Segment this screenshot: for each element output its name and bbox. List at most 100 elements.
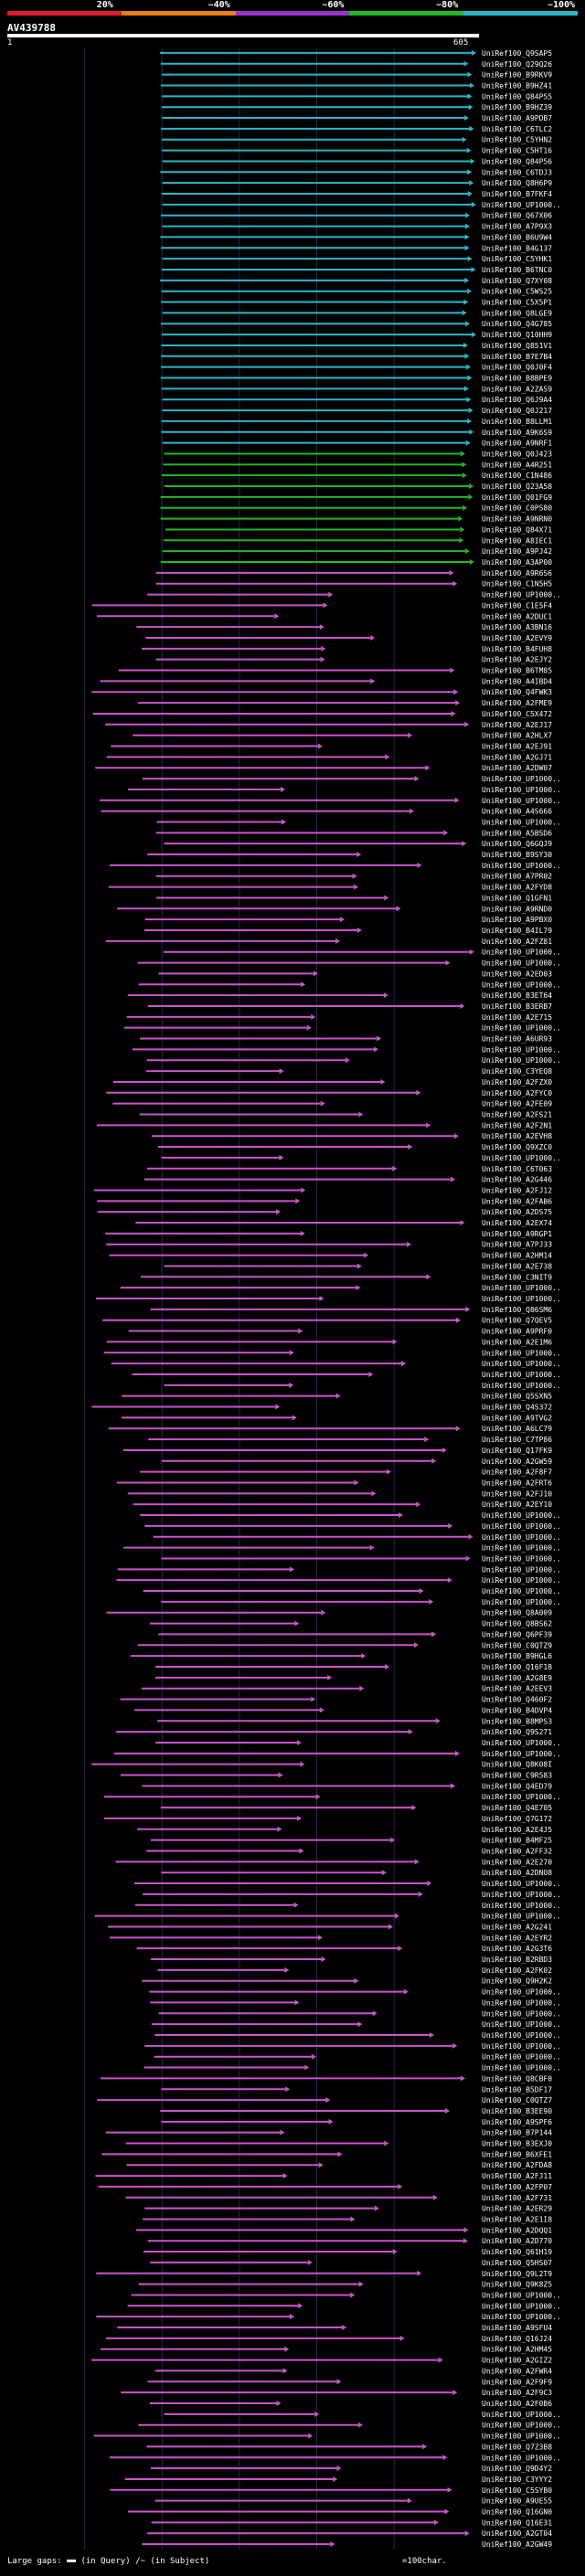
hit-label: UniRef100_Q9SAP5 [482,49,552,58]
hit-label: UniRef100_UP1000.. [482,591,561,599]
hit-label: UniRef100_UP1000.. [482,1382,561,1390]
hit-row: UniRef100_A2ZAS9 [161,385,552,393]
hit-row: UniRef100_A9PDB7 [162,114,552,122]
hit-end-arrow [443,830,449,836]
hit-row: UniRef100_UP1000.. [146,591,561,599]
hit-row: UniRef100_A2EX74 [135,1219,552,1227]
hit-end-arrow [301,981,306,988]
hit-row: UniRef100_UP1000.. [161,1554,561,1563]
hit-end-arrow [358,1111,364,1118]
hit-label: UniRef100_UP1000.. [482,949,561,957]
hit-end-arrow [299,1848,304,1854]
hit-row: UniRef100_UP1000.. [163,949,561,957]
hit-end-arrow [460,526,465,533]
hit-end-arrow [472,332,477,338]
hit-label: UniRef100_UP1000.. [482,2291,561,2299]
hit-label: UniRef100_A2F8F7 [482,1468,552,1477]
hit-row: UniRef100_UP1000.. [155,1739,561,1747]
hit-row: UniRef100_B7P144 [105,2129,552,2137]
hit-end-arrow [335,1393,341,1399]
hit-row: UniRef100_UP1000.. [161,1154,561,1162]
hit-label: UniRef100_A2DNO8 [482,1869,552,1877]
hit-label: UniRef100_A5BSD6 [482,829,552,837]
hit-label: UniRef100_C7TP86 [482,1436,552,1444]
hit-end-arrow [463,60,469,67]
hit-end-arrow [356,1285,361,1291]
hit-label: UniRef100_C6T063 [482,1165,552,1173]
hit-end-arrow [356,928,362,934]
hit-label: UniRef100_B4FUH8 [482,645,552,653]
hit-label: UniRef100_UP1000.. [482,1739,561,1747]
hit-row: UniRef100_Q16J24 [106,2335,552,2343]
hit-label: UniRef100_A2G446 [482,1176,552,1184]
hit-row: UniRef100_UP1000.. [99,797,561,805]
hit-end-arrow [289,1350,294,1356]
hit-label: UniRef100_B9HZ39 [482,103,552,111]
hit-row: UniRef100_C0QTZ9 [137,1641,552,1649]
hit-row: UniRef100_Q84P56 [162,157,552,165]
hit-label: UniRef100_A9R6S6 [482,569,552,578]
hit-row: UniRef100_UP1000.. [95,1295,561,1303]
hit-label: UniRef100_A9TVG2 [482,1414,552,1422]
hit-end-arrow [411,1805,417,1811]
hit-row: UniRef100_A2EJY2 [155,656,552,664]
hit-row: UniRef100_C5X5P1 [161,299,552,307]
hit-row: UniRef100_B5DF17 [161,2085,552,2094]
hit-row: UniRef100_Q84P55 [162,92,552,101]
hit-end-arrow [427,1881,432,1887]
hit-row: UniRef100_A2DUC1 [97,612,552,620]
legend-swatch [349,11,464,16]
hit-row: UniRef100_A2FWR4 [154,2367,552,2375]
hit-end-arrow [307,2259,313,2265]
hit-label: UniRef100_UP1000.. [482,1522,561,1531]
hit-label: UniRef100_Q9XZC0 [482,1143,552,1151]
hit-label: UniRef100_UP1000.. [482,1913,561,1921]
hit-end-arrow [398,2183,403,2189]
hit-end-arrow [463,342,468,348]
hit-end-arrow [414,1859,420,1865]
hit-label: UniRef100_UP1000.. [482,775,561,783]
hit-row: UniRef100_UP1000.. [116,1576,561,1585]
large-gaps-label: Large gaps: [7,2557,62,2566]
hit-label: UniRef100_C1E5F4 [482,601,552,610]
hit-end-arrow [467,288,473,294]
hit-row: UniRef100_A2DW07 [95,764,552,772]
hit-row: UniRef100_B8BPE9 [160,375,552,383]
hit-row: UniRef100_UP1000.. [127,786,561,794]
hit-end-arrow [459,537,464,544]
hit-end-arrow [432,2194,438,2200]
hit-end-arrow [465,321,471,327]
hit-row: UniRef100_Q9K8Z5 [138,2281,552,2289]
hit-end-arrow [464,223,470,229]
hit-end-arrow [471,201,476,207]
hit-end-arrow [325,2097,331,2104]
in-subject-label: /~ (in Subject) [135,2557,210,2566]
hit-row: UniRef100_UP1000.. [103,1349,561,1357]
hit-end-arrow [292,1415,297,1421]
hit-end-arrow [323,602,328,609]
hit-row: UniRef100_B8LLM1 [161,418,552,426]
hit-label: UniRef100_UP1000.. [482,1024,561,1033]
hit-row: UniRef100_A2HM14 [109,1252,552,1260]
in-query-label: (in Query) [80,2557,131,2566]
hit-end-arrow [289,1382,294,1388]
hit-end-arrow [352,873,357,879]
hit-row: UniRef100_UP1000.. [140,1511,561,1520]
hit-end-arrow [337,2151,343,2157]
hit-row: UniRef100_UP1000.. [154,2053,561,2062]
hit-label: UniRef100_UP1000.. [482,1544,561,1553]
hit-row: UniRef100_Q851V1 [161,342,552,350]
hit-end-arrow [429,1598,434,1605]
hit-end-arrow [388,1924,393,1930]
hit-row: UniRef100_A2G241 [107,1923,552,1931]
hit-row: UniRef100_A9RGP1 [105,1230,552,1238]
hit-end-arrow [452,580,458,587]
hit-end-arrow [359,1685,365,1691]
hit-row: UniRef100_Q6J9A4 [162,396,552,404]
hit-end-arrow [467,191,473,197]
hit-end-arrow [350,2216,356,2222]
hit-end-arrow [392,1165,398,1171]
hit-row: UniRef100_A7PJ33 [106,1241,552,1249]
hit-label: UniRef100_A2E738 [482,1262,552,1270]
